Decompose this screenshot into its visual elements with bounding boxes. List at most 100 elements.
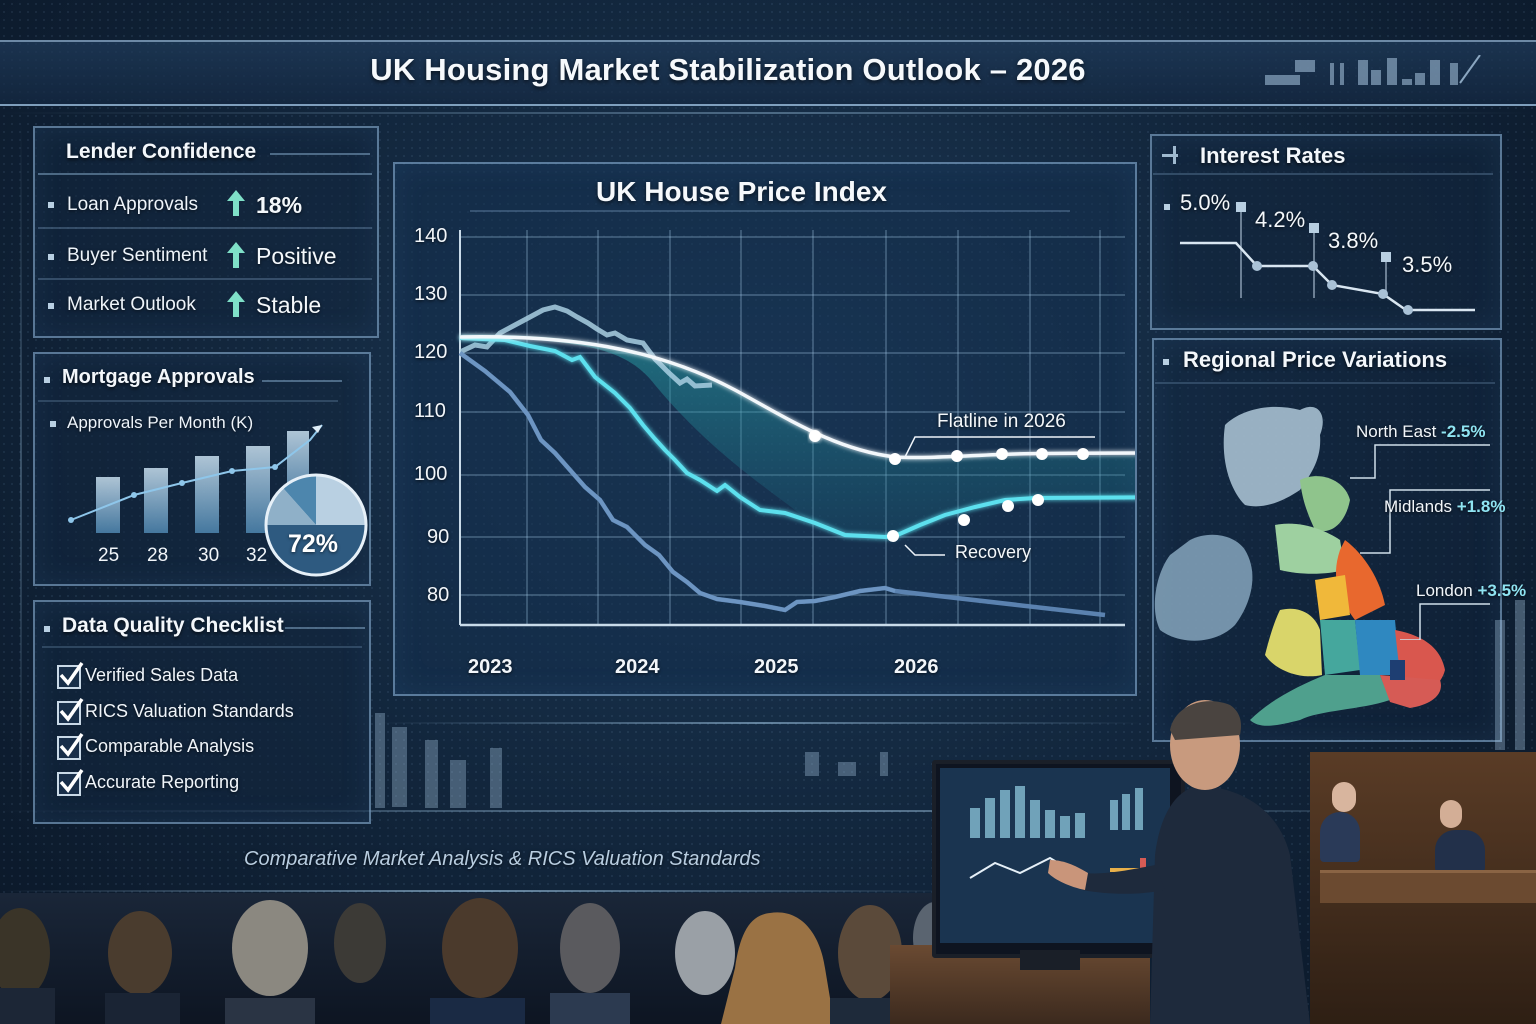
hud-line xyxy=(380,722,1140,724)
checklist-item: Verified Sales Data xyxy=(85,665,239,685)
bg-bar xyxy=(1495,620,1505,750)
market-outlook-value: Stable xyxy=(256,292,322,318)
buyer-sentiment-value: Positive xyxy=(256,243,337,269)
divider xyxy=(42,646,362,648)
data-quality-title: Data Quality Checklist xyxy=(62,614,284,637)
judge-head xyxy=(1332,782,1356,812)
bullet-icon xyxy=(48,303,54,309)
svg-text:25: 25 xyxy=(98,545,119,566)
svg-text:30: 30 xyxy=(198,545,219,566)
monitor-stand xyxy=(1020,950,1080,970)
monitor-dashboard xyxy=(940,768,1170,943)
bullet-icon xyxy=(44,626,50,632)
recovery-annotation: Recovery xyxy=(955,542,1032,562)
bg-bar xyxy=(805,752,819,776)
flatline-annotation: Flatline in 2026 xyxy=(937,411,1066,432)
checkmark-icon xyxy=(59,768,84,793)
divider xyxy=(38,278,372,280)
clerk-figure xyxy=(1435,830,1485,872)
hud-line xyxy=(0,810,1536,812)
regional-title: Regional Price Variations xyxy=(1183,347,1448,372)
clerk-head xyxy=(1440,800,1462,828)
divider xyxy=(1155,382,1495,384)
house-price-line-chart xyxy=(458,230,1135,627)
title-rule xyxy=(270,153,370,155)
market-outlook-label: Market Outlook xyxy=(67,294,196,315)
interest-rates-title: Interest Rates xyxy=(1200,143,1346,168)
data-quality-panel xyxy=(33,600,371,824)
bullet-icon xyxy=(1163,359,1169,365)
checkbox-comparable-analysis[interactable] xyxy=(57,732,84,760)
divider xyxy=(38,227,372,229)
buyer-sentiment-label: Buyer Sentiment xyxy=(67,245,208,266)
checklist-item: RICS Valuation Standards xyxy=(85,701,294,721)
bg-bar xyxy=(880,752,888,776)
y-tick: 80 xyxy=(427,584,450,606)
region-label-london: London +3.5% xyxy=(1416,581,1527,600)
interest-rate-chart xyxy=(1164,202,1475,315)
checkmark-icon xyxy=(59,661,84,686)
x-tick: 2023 xyxy=(468,656,513,678)
svg-text:28: 28 xyxy=(147,545,168,566)
x-tick: 2025 xyxy=(754,656,799,678)
approval-pie-chart xyxy=(264,473,368,577)
bg-bar xyxy=(838,762,856,776)
bullet-icon xyxy=(48,202,54,208)
title-rule xyxy=(470,210,1070,212)
y-tick: 90 xyxy=(427,526,450,548)
region-label-midlands: Midlands +1.8% xyxy=(1384,497,1506,516)
region-leader-lines xyxy=(1350,444,1490,640)
hud-line xyxy=(0,112,1536,114)
chart-title: UK House Price Index xyxy=(596,176,887,207)
bench-rail xyxy=(1320,870,1536,903)
mini-bar-sparkline xyxy=(1265,55,1481,85)
lender-confidence-panel xyxy=(33,126,379,338)
plus-icon-stem xyxy=(1173,146,1176,164)
hud-line xyxy=(0,890,960,892)
footer-caption: Comparative Market Analysis & RICS Valua… xyxy=(244,848,761,870)
checklist-item: Accurate Reporting xyxy=(85,772,240,792)
up-arrow-icon xyxy=(227,291,245,317)
divider xyxy=(1153,173,1493,175)
up-arrow-icon xyxy=(227,190,245,216)
bg-bar xyxy=(392,727,407,807)
svg-text:32: 32 xyxy=(246,545,267,566)
loan-approvals-label: Loan Approvals xyxy=(67,194,198,215)
title-bar xyxy=(0,40,1536,106)
title-rule xyxy=(262,380,342,382)
up-arrow-icon xyxy=(227,242,245,268)
bg-bar xyxy=(425,740,438,808)
y-tick: 120 xyxy=(414,341,448,363)
approvals-subtitle: Approvals Per Month (K) xyxy=(67,413,254,432)
checkmark-icon xyxy=(59,697,84,722)
x-tick: 2026 xyxy=(894,656,939,678)
divider xyxy=(38,400,338,402)
interest-rates-panel xyxy=(1150,134,1502,330)
plus-icon xyxy=(1162,154,1178,157)
rate-label: 3.8% xyxy=(1328,228,1379,253)
rate-label: 3.5% xyxy=(1402,252,1453,277)
mortgage-approvals-title: Mortgage Approvals xyxy=(62,366,255,388)
bg-bar xyxy=(375,713,385,808)
y-tick: 110 xyxy=(414,400,446,422)
hud-line xyxy=(20,120,22,820)
checkbox-accurate-reporting[interactable] xyxy=(57,768,84,796)
rate-label: 5.0% xyxy=(1180,190,1231,215)
loan-approvals-value: 18% xyxy=(256,192,303,218)
audience-silhouettes xyxy=(0,898,957,1024)
y-tick: 100 xyxy=(414,463,448,485)
bullet-icon xyxy=(50,421,56,427)
rate-label: 4.2% xyxy=(1255,207,1306,232)
pie-percentage: 72% xyxy=(288,530,339,558)
checkmark-icon xyxy=(59,732,84,757)
checklist-item: Comparable Analysis xyxy=(85,736,255,756)
checkbox-verified-sales[interactable] xyxy=(57,661,84,689)
checkbox-rics-standards[interactable] xyxy=(57,697,84,725)
y-tick: 140 xyxy=(414,225,448,247)
x-tick: 2024 xyxy=(615,656,660,678)
lender-confidence-title: Lender Confidence xyxy=(66,140,257,163)
divider xyxy=(38,173,372,175)
page-title: UK Housing Market Stabilization Outlook … xyxy=(370,52,1086,87)
bullet-icon xyxy=(48,254,54,260)
bg-bar xyxy=(450,760,466,808)
